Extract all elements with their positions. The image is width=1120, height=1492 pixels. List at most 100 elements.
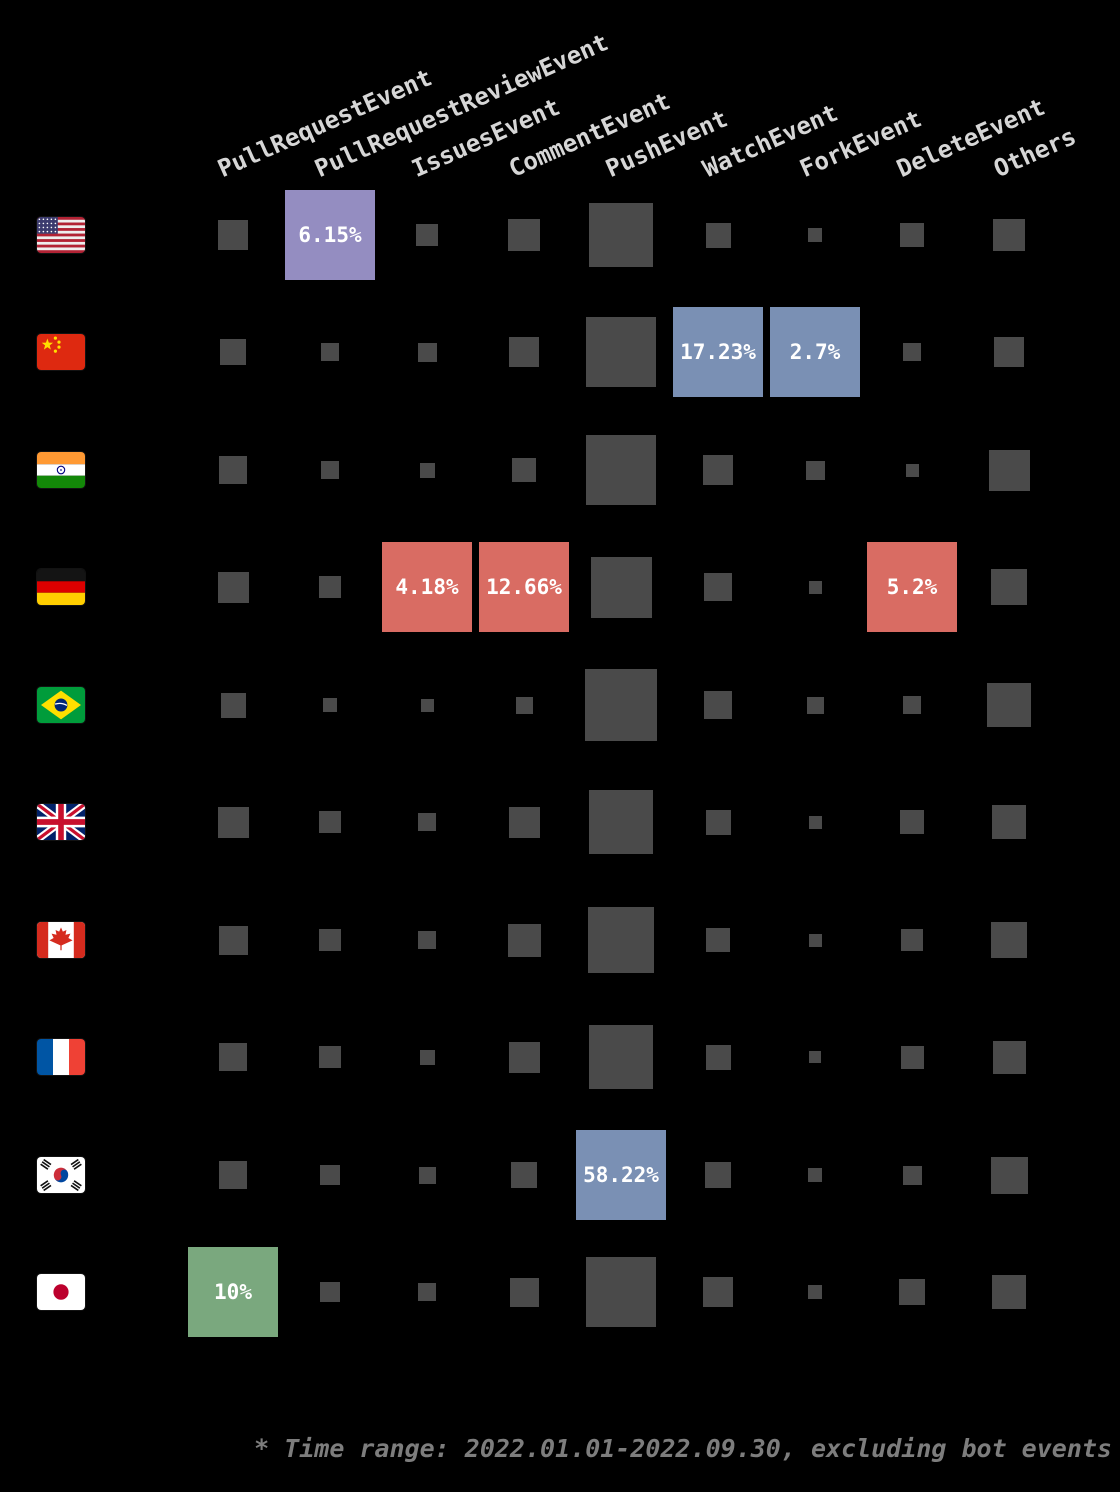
- matrix-cell: [902, 1165, 922, 1185]
- matrix-cell: [988, 449, 1030, 491]
- matrix-cell: [705, 222, 731, 248]
- matrix-cell: [321, 461, 339, 479]
- us-flag-icon: [37, 217, 85, 253]
- matrix-cell: [217, 806, 249, 838]
- matrix-cell-highlight: 58.22%: [576, 1130, 666, 1220]
- cell-value-label: 2.7%: [789, 339, 841, 364]
- matrix-cell: [589, 203, 653, 267]
- matrix-cell-highlight: 2.7%: [770, 307, 860, 397]
- matrix-cell: [808, 1168, 822, 1182]
- matrix-cell: [590, 556, 652, 618]
- matrix-cell: [323, 698, 337, 712]
- matrix-cell: [808, 1285, 822, 1299]
- matrix-cell: [987, 683, 1031, 727]
- matrix-cell: [509, 1277, 539, 1307]
- jp-flag-icon: [37, 1274, 85, 1310]
- matrix-cell: [900, 810, 924, 834]
- matrix-cell: [705, 1162, 731, 1188]
- matrix-cell: [219, 1043, 247, 1071]
- matrix-cell: [217, 571, 249, 603]
- matrix-cell: [509, 337, 539, 367]
- matrix-cell: [416, 224, 438, 246]
- matrix-cell: [586, 1257, 656, 1327]
- de-flag-icon: [37, 569, 85, 605]
- matrix-cell: [418, 1283, 436, 1301]
- matrix-cell-highlight: 6.15%: [285, 190, 375, 280]
- matrix-cell: [808, 815, 822, 829]
- matrix-cell: [507, 923, 541, 957]
- gb-flag-icon: [37, 804, 85, 840]
- matrix-cell: [808, 228, 822, 242]
- matrix-cell: [589, 790, 653, 854]
- matrix-cell: [704, 573, 732, 601]
- matrix-cell: [808, 933, 822, 947]
- matrix-cell-highlight: 12.66%: [479, 542, 569, 632]
- matrix-cell-highlight: 5.2%: [867, 542, 957, 632]
- cell-value-label: 5.2%: [886, 574, 938, 599]
- matrix-cell: [901, 929, 923, 951]
- matrix-cell: [319, 811, 341, 833]
- matrix-cell: [805, 460, 825, 480]
- matrix-cell: [589, 1025, 653, 1089]
- matrix-cell: [321, 343, 339, 361]
- matrix-cell: [418, 1166, 436, 1184]
- matrix-cell: [991, 569, 1027, 605]
- cell-value-label: 17.23%: [680, 339, 756, 364]
- matrix-cell: [588, 907, 654, 973]
- matrix-cell: [991, 922, 1027, 958]
- matrix-cell: [320, 1282, 340, 1302]
- matrix-cell: [220, 692, 246, 718]
- matrix-cell: [992, 1275, 1026, 1309]
- matrix-cell: [220, 339, 246, 365]
- matrix-cell: [903, 343, 921, 361]
- matrix-cell: [508, 806, 540, 838]
- matrix-cell: [512, 458, 536, 482]
- matrix-cell: [703, 1277, 733, 1307]
- cell-value-label: 6.15%: [298, 222, 362, 247]
- kr-flag-icon: [37, 1157, 85, 1193]
- matrix-cell: [418, 813, 436, 831]
- matrix-cell: [992, 805, 1026, 839]
- ca-flag-icon: [37, 922, 85, 958]
- matrix-cell-highlight: 17.23%: [673, 307, 763, 397]
- matrix-cell: [706, 928, 730, 952]
- matrix-cell: [219, 1161, 247, 1189]
- matrix-cell: [218, 220, 248, 250]
- time-range-note: * Time range: 2022.01.01-2022.09.30, exc…: [254, 1434, 1112, 1463]
- matrix-cell: [806, 696, 824, 714]
- matrix-cell: [508, 219, 540, 251]
- matrix-cell-highlight: 4.18%: [382, 542, 472, 632]
- matrix-cell: [705, 809, 731, 835]
- cn-flag-icon: [37, 334, 85, 370]
- matrix-cell: [586, 317, 656, 387]
- matrix-cell: [703, 455, 733, 485]
- matrix-cell: [899, 1279, 925, 1305]
- matrix-cell: [418, 931, 436, 949]
- br-flag-icon: [37, 687, 85, 723]
- matrix-cell: [993, 219, 1025, 251]
- in-flag-icon: [37, 452, 85, 488]
- cell-value-label: 4.18%: [395, 574, 459, 599]
- matrix-cell: [417, 342, 437, 362]
- matrix-cell: [704, 691, 732, 719]
- matrix-cell-highlight: 10%: [188, 1247, 278, 1337]
- matrix-cell: [905, 463, 919, 477]
- matrix-cell: [994, 337, 1024, 367]
- matrix-cell: [508, 1041, 540, 1073]
- matrix-cell: [809, 1051, 821, 1063]
- matrix-cell: [705, 1044, 731, 1070]
- matrix-cell: [511, 1162, 537, 1188]
- matrix-cell: [515, 696, 533, 714]
- matrix-cell: [219, 456, 247, 484]
- matrix-cell: [900, 1045, 924, 1069]
- matrix-cell: [319, 1046, 341, 1068]
- cell-value-label: 58.22%: [583, 1162, 659, 1187]
- matrix-cell: [218, 925, 248, 955]
- matrix-cell: [419, 462, 435, 478]
- matrix-cell: [808, 580, 822, 594]
- matrix-cell: [992, 1040, 1026, 1074]
- matrix-cell: [585, 669, 657, 741]
- cell-value-label: 12.66%: [486, 574, 562, 599]
- matrix-cell: [900, 223, 924, 247]
